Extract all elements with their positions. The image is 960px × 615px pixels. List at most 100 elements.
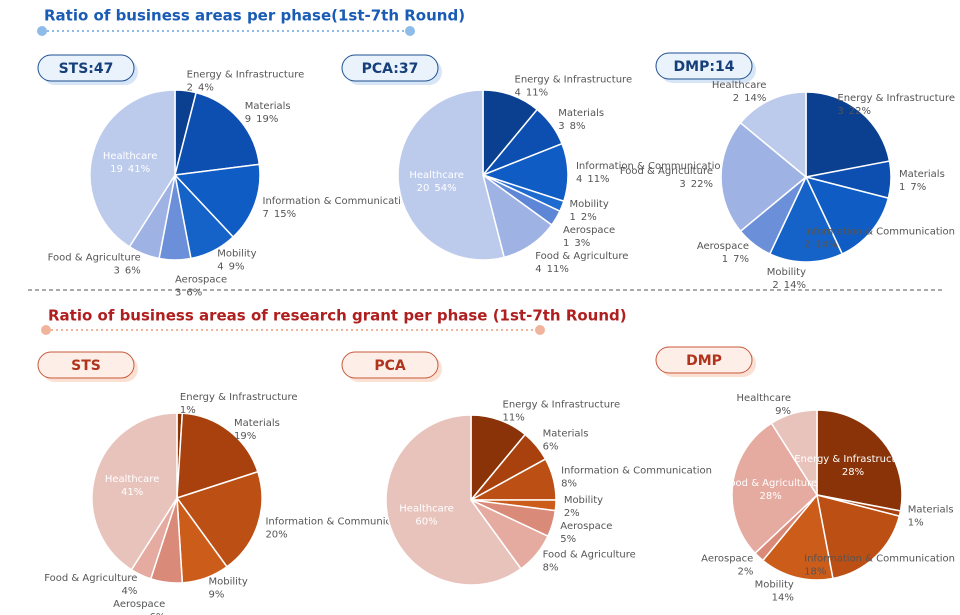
slice-count: 3: [175, 288, 181, 299]
slice-percent: 8%: [570, 121, 586, 132]
slice-label: Materials 6%: [543, 428, 589, 452]
slice-percent: 11%: [526, 88, 548, 99]
pie-slice: [770, 409, 818, 498]
slice-label: Information & Communication 20%: [265, 516, 416, 540]
slice-percent: 2%: [564, 508, 580, 519]
slice-count: 4: [217, 262, 223, 273]
badge-label: PCA: [374, 358, 406, 374]
badge-label: DMP: [686, 353, 722, 369]
slice-count: 1: [563, 238, 569, 249]
slice-percent: 8%: [543, 563, 559, 574]
slice-category: Aerospace: [175, 275, 227, 286]
slice-category: Aerospace: [701, 553, 753, 564]
slice-count: 9: [245, 114, 251, 125]
slice-category: Materials: [543, 428, 589, 439]
slice-category: Aerospace: [560, 521, 612, 532]
slice-percent: 20%: [265, 529, 287, 540]
slice-category: Food & Agriculture: [724, 478, 817, 489]
slice-category: Healthcare: [399, 503, 454, 514]
slice-category: Healthcare: [737, 393, 792, 404]
slice-label: Energy & Infrastructure 2 4%: [187, 70, 305, 94]
slice-count: 7: [263, 209, 269, 220]
slice-percent: 6%: [149, 612, 165, 615]
slice-category: Food & Agriculture: [535, 251, 628, 262]
badge: [655, 52, 753, 80]
slice-label: Information & Communication 4 11%: [576, 161, 727, 185]
slice-label: Materials 9 19%: [245, 101, 291, 125]
slice-count: 3: [558, 121, 564, 132]
slice-percent: 11%: [503, 413, 525, 424]
slice-percent: 6%: [543, 441, 559, 452]
slice-percent: 9%: [209, 589, 225, 600]
slice-category: Aerospace: [113, 599, 165, 610]
slice-category: Mobility: [767, 267, 806, 278]
slice-percent: 1%: [180, 405, 196, 416]
slice-percent: 5%: [560, 534, 576, 545]
slice-percent: 9%: [229, 262, 245, 273]
slice-percent: 19%: [256, 114, 278, 125]
slice-category: Information & Communication: [265, 516, 416, 527]
slice-label: Mobility 2 14%: [767, 267, 806, 291]
slice-category: Materials: [908, 505, 954, 516]
underline-dot: [37, 26, 47, 36]
slice-label: Food & Agriculture 4%: [44, 573, 137, 597]
slice-percent: 15%: [274, 209, 296, 220]
slice-label: Information & Communication 8%: [561, 465, 712, 489]
slice-category: Energy & Infrastructure: [515, 75, 633, 86]
slice-label: Energy & Infrastructure 1%: [180, 392, 298, 416]
slice-label: Information & Communication 18%: [804, 553, 955, 577]
slice-label: Food & Agriculture 8%: [543, 550, 636, 574]
slice-label: Healthcare 9%: [737, 393, 792, 417]
pie-slice: [173, 91, 261, 176]
pie-slice: [89, 89, 176, 248]
pie-slice: [805, 91, 891, 178]
pie-slice: [739, 91, 807, 179]
pie-slice: [720, 121, 808, 233]
slice-percent: 2%: [581, 212, 597, 223]
slice-label: Materials 3 8%: [558, 108, 604, 132]
slice-percent: 11%: [587, 174, 609, 185]
slice-percent: 28%: [760, 491, 782, 502]
slice-category: Information & Communication: [263, 196, 414, 207]
slice-label: Healthcare 41%: [105, 474, 160, 498]
slice-count: 4: [535, 264, 541, 275]
section-title: Ratio of business areas per phase(1st-7t…: [44, 7, 465, 25]
slice-category: Healthcare: [105, 474, 160, 485]
slice-count: 20: [417, 183, 430, 194]
slice-label: Mobility 9%: [209, 576, 248, 600]
slice-category: Food & Agriculture: [48, 252, 141, 263]
slice-category: Mobility: [564, 495, 603, 506]
slice-label: Food & Agriculture 4 11%: [535, 251, 628, 275]
slice-category: Information & Communication: [576, 161, 727, 172]
slice-category: Materials: [899, 169, 945, 180]
slice-percent: 19%: [234, 431, 256, 442]
slice-count: 4: [576, 174, 582, 185]
pie-slice: [397, 89, 506, 261]
badge-label: DMP:14: [674, 59, 735, 75]
badge: [37, 54, 135, 82]
badge: [341, 54, 439, 82]
pie-slice: [761, 493, 834, 581]
slice-label: Aerospace 1 7%: [697, 241, 749, 265]
slice-percent: 14%: [784, 280, 806, 291]
slice-category: Healthcare: [103, 151, 158, 162]
slice-label: Aerospace 1 3%: [563, 225, 615, 249]
pie-slice: [385, 414, 523, 586]
slice-label: Healthcare 19 41%: [103, 151, 158, 175]
slice-percent: 1%: [908, 518, 924, 529]
slice-label: Information & Communication 7 15%: [263, 196, 414, 220]
slice-category: Aerospace: [697, 241, 749, 252]
pie-slice: [768, 175, 844, 263]
slice-label: Materials 1%: [908, 505, 954, 529]
slice-category: Materials: [234, 418, 280, 429]
slice-count: 2: [187, 83, 193, 94]
slice-label: Energy & Infrastructure 28%: [794, 454, 912, 478]
slice-label: Mobility 14%: [755, 579, 794, 603]
slice-percent: 7%: [733, 254, 749, 265]
slice-count: 2: [804, 240, 810, 251]
slice-count: 19: [110, 164, 123, 175]
slice-count: 3: [837, 106, 843, 117]
slice-count: 1: [569, 212, 575, 223]
slice-category: Energy & Infrastructure: [837, 93, 955, 104]
